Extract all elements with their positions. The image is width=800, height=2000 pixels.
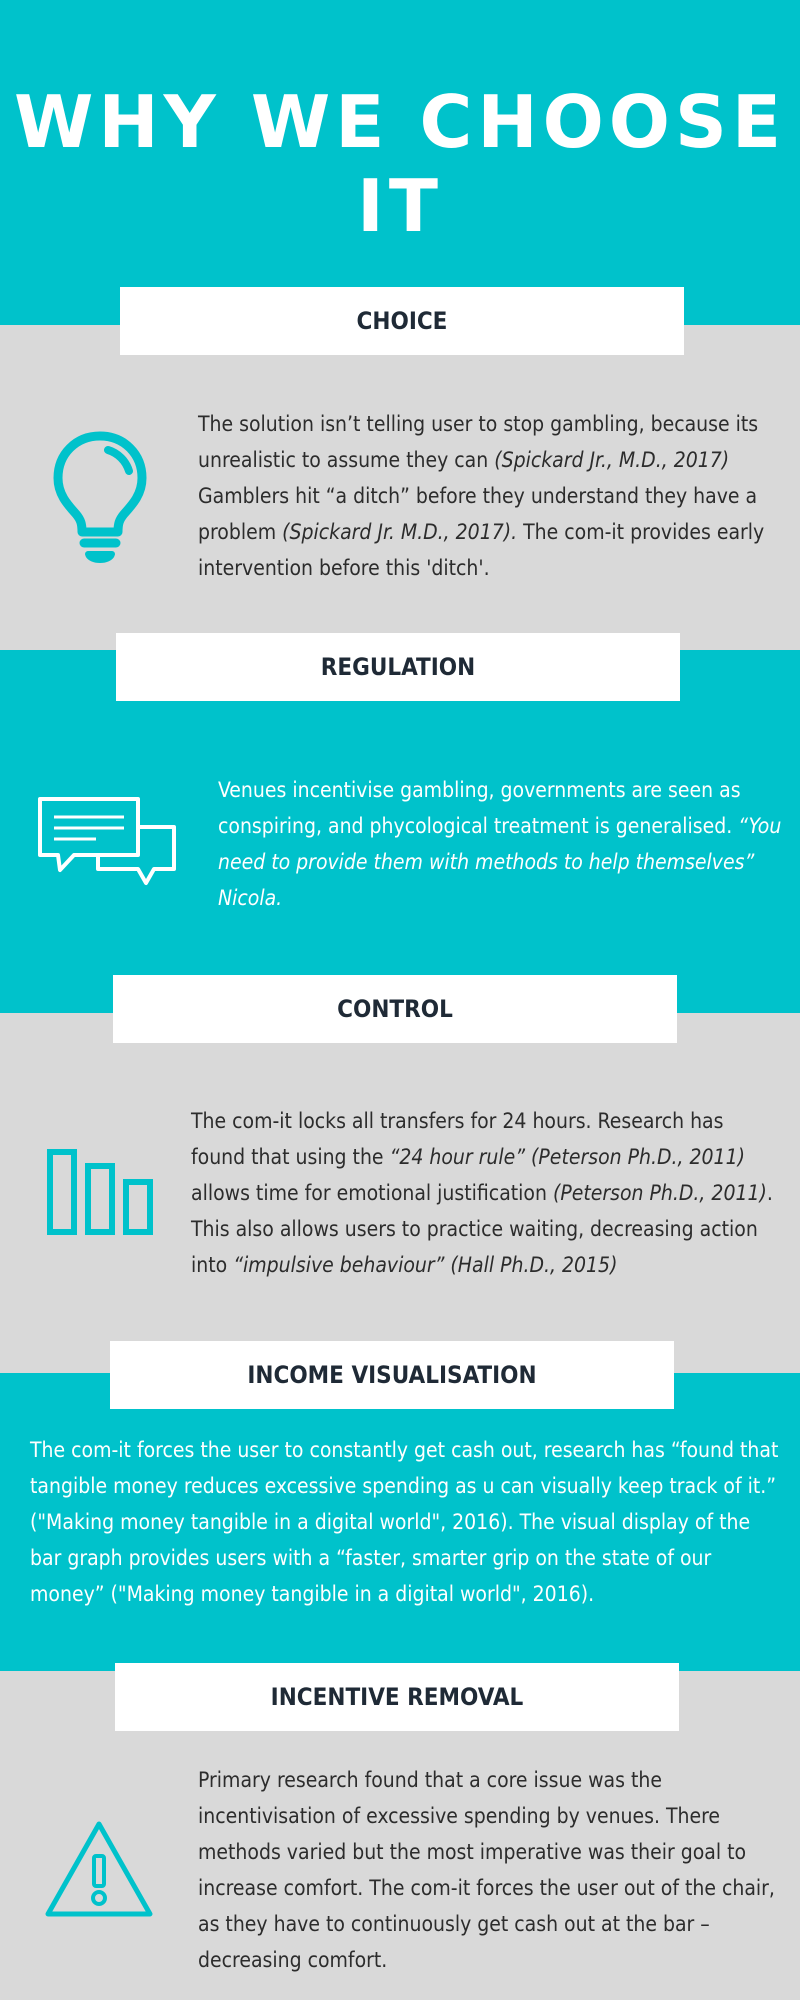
section-heading-income-visualisation: INCOME VISUALISATION [110, 1341, 674, 1409]
body-text: The com-it forces the user to constantly… [30, 1438, 779, 1606]
section-body-choice: The solution isn’t telling user to stop … [198, 406, 778, 586]
body-text: allows time for emotional justification [191, 1181, 553, 1205]
income-visualisation-band [0, 1373, 800, 1671]
section-heading-choice: CHOICE [120, 287, 684, 355]
section-body-regulation: Venues incentivise gambling, governments… [218, 772, 783, 916]
section-body-incentive-removal: Primary research found that a core issue… [198, 1762, 788, 1978]
page-title: WHY WE CHOOSE IT [13, 80, 787, 248]
body-text: Gamblers hit “a ditch” before they under… [198, 484, 758, 544]
body-text: . This also allows users to practice wai… [191, 1181, 773, 1277]
control-band [0, 1013, 800, 1373]
body-text: The solution isn’t telling user to stop … [198, 412, 759, 472]
chat-bubbles-icon [38, 797, 176, 885]
header-band [0, 0, 800, 325]
choice-band [0, 325, 800, 650]
section-heading-incentive-removal: INCENTIVE REMOVAL [115, 1663, 679, 1731]
body-text: Venues incentivise gambling, governments… [218, 778, 741, 838]
body-text: Primary research found that a core issue… [198, 1768, 775, 1972]
citation-text: (Spickard Jr., M.D., 2017) [494, 448, 730, 472]
citation-text: “impulsive behaviour” (Hall Ph.D., 2015) [233, 1253, 618, 1277]
warning-icon [45, 1821, 153, 1917]
section-body-control: The com-it locks all transfers for 24 ho… [191, 1103, 781, 1283]
section-heading-control: CONTROL [113, 975, 677, 1043]
citation-text: (Spickard Jr. M.D., 2017). [282, 520, 518, 544]
section-heading-regulation: REGULATION [116, 633, 680, 701]
body-text: The com-it locks all transfers for 24 ho… [191, 1109, 724, 1169]
lightbulb-icon [53, 431, 147, 563]
body-text: The com-it provides early intervention b… [198, 520, 765, 580]
citation-text: (Peterson Ph.D., 2011) [552, 1181, 767, 1205]
citation-text: “You need to provide them with methods t… [218, 814, 782, 910]
section-body-income-visualisation: The com-it forces the user to constantly… [30, 1432, 780, 1612]
bar-chart-icon [47, 1149, 153, 1235]
citation-text: “24 hour rule” (Peterson Ph.D., 2011) [389, 1145, 745, 1169]
